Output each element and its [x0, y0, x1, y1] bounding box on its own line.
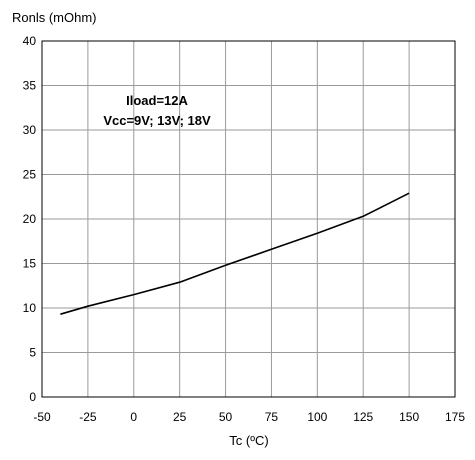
x-axis-title: Tc (ºC) [229, 433, 268, 448]
y-tick-label: 30 [23, 123, 37, 137]
annotation-supply-voltages: Vcc=9V; 13V; 18V [103, 113, 211, 128]
grid-lines [42, 41, 455, 397]
y-axis-title: Ronls (mOhm) [12, 10, 97, 25]
annotation-load-current: Iload=12A [126, 93, 188, 108]
y-tick-label: 25 [23, 168, 37, 182]
y-tick-label: 35 [23, 79, 37, 93]
x-tick-label: 175 [445, 410, 465, 424]
x-tick-label: 25 [173, 410, 187, 424]
x-tick-label: 75 [265, 410, 279, 424]
x-tick-label: 125 [353, 410, 373, 424]
x-tick-label: -25 [79, 410, 97, 424]
data-series [60, 192, 410, 315]
x-tick-label: -50 [33, 410, 51, 424]
x-tick-label: 0 [130, 410, 137, 424]
y-tick-label: 5 [29, 346, 36, 360]
tick-labels: -50 -25 0 25 50 75 100 125 150 175 0 5 10 15 20 25 30 35 4… [23, 34, 466, 424]
x-tick-label: 100 [307, 410, 327, 424]
y-tick-label: 10 [23, 301, 37, 315]
x-tick-label: 150 [399, 410, 419, 424]
x-tick-label: 50 [219, 410, 233, 424]
y-tick-label: 0 [29, 390, 36, 404]
series-line [60, 192, 410, 315]
y-tick-label: 20 [23, 212, 37, 226]
y-tick-label: 15 [23, 257, 37, 271]
y-tick-label: 40 [23, 34, 37, 48]
plot-area-frame [41, 40, 456, 398]
